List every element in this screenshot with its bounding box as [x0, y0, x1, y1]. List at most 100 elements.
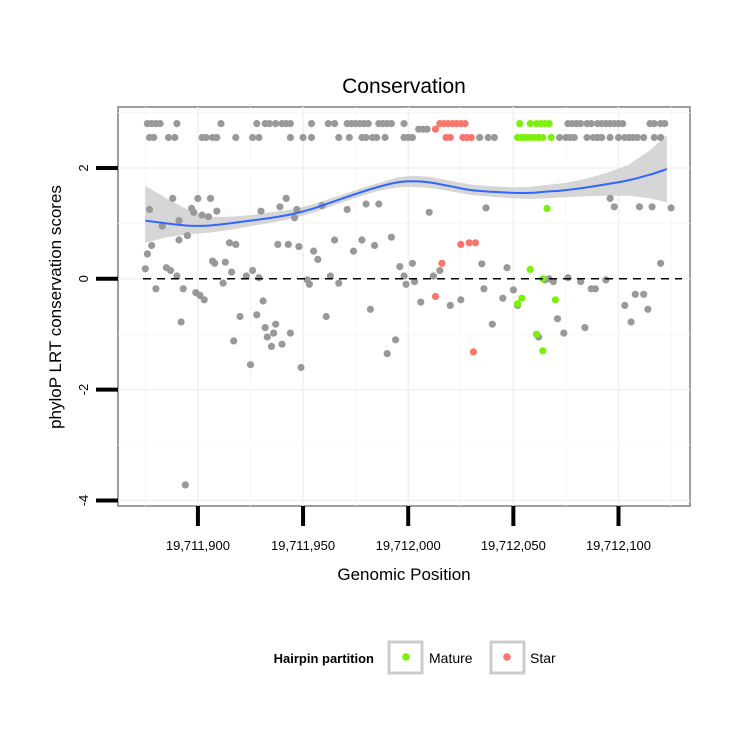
data-point-other — [145, 205, 154, 214]
confidence-ribbon — [145, 134, 667, 243]
data-point-other — [253, 120, 261, 128]
data-point-other — [375, 200, 383, 208]
data-point-other — [156, 120, 164, 128]
legend-swatch-star — [503, 653, 511, 661]
data-point-other — [564, 274, 572, 282]
data-point-other — [307, 133, 316, 142]
data-point-other — [610, 203, 618, 211]
data-point-star — [431, 125, 440, 133]
data-point-other — [446, 301, 454, 309]
data-point-other — [324, 120, 332, 128]
data-point-other — [232, 133, 240, 142]
data-point-other — [257, 207, 265, 215]
data-point-other — [648, 203, 656, 211]
data-point-other — [299, 133, 307, 142]
legend-title: Hairpin partition — [274, 651, 374, 666]
data-point-other — [200, 296, 208, 304]
data-point-other — [577, 278, 585, 286]
x-tick-label: 19,712,100 — [586, 538, 651, 553]
x-tick-label: 19,712,050 — [481, 538, 546, 553]
data-point-other — [381, 133, 389, 142]
data-point-other — [249, 266, 257, 275]
data-point-other — [204, 213, 212, 221]
data-point-other — [392, 336, 400, 344]
data-point-other — [436, 266, 444, 275]
data-point-other — [202, 133, 210, 142]
data-point-other — [282, 194, 290, 202]
legend-item-star: Star — [489, 640, 556, 675]
data-point-other — [549, 278, 557, 286]
data-point-other — [295, 243, 303, 251]
data-point-other — [242, 272, 250, 280]
data-point-other — [621, 301, 629, 309]
data-point-other — [627, 318, 635, 326]
x-tick-label: 19,711,900 — [166, 538, 230, 553]
data-point-other — [335, 279, 343, 287]
data-point-mature — [518, 294, 526, 302]
data-point-other — [570, 133, 578, 142]
data-point-mature — [551, 296, 560, 304]
data-point-other — [255, 133, 263, 142]
legend-label-mature: Mature — [429, 650, 473, 666]
data-point-other — [278, 340, 286, 348]
data-point-other — [633, 133, 642, 142]
x-axis-label: Genomic Position — [337, 565, 470, 584]
data-point-other — [490, 133, 498, 142]
data-point-other — [362, 133, 370, 142]
data-point-other — [148, 241, 156, 250]
data-point-other — [661, 120, 669, 128]
data-point-star — [471, 239, 480, 247]
data-point-other — [219, 279, 227, 287]
data-point-other — [158, 222, 166, 230]
legend-swatch-mature — [402, 653, 410, 661]
data-point-other — [181, 481, 189, 489]
data-point-other — [230, 337, 238, 345]
x-tick-label: 19,711,950 — [271, 538, 335, 553]
smooth-trend-line — [145, 168, 668, 227]
data-point-other — [274, 240, 282, 248]
data-point-other — [423, 125, 431, 133]
data-point-other — [297, 363, 305, 372]
data-point-other — [478, 260, 486, 268]
data-point-other — [167, 266, 175, 275]
data-point-other — [644, 305, 652, 313]
data-point-other — [635, 203, 644, 211]
data-point-other — [221, 258, 229, 266]
data-point-other — [246, 361, 255, 369]
data-point-other — [387, 120, 395, 128]
data-point-mature — [539, 347, 547, 355]
data-point-other — [476, 133, 484, 142]
data-point-other — [217, 120, 225, 128]
data-point-other — [408, 259, 416, 267]
data-point-other — [190, 208, 198, 216]
data-point-other — [261, 324, 269, 332]
data-point-other — [667, 204, 675, 212]
legend-item-mature: Mature — [387, 640, 473, 675]
y-tick-label: -4 — [76, 495, 91, 507]
data-point-other — [272, 120, 280, 128]
data-point-other — [253, 311, 261, 319]
data-point-other — [358, 236, 366, 244]
data-point-other — [213, 207, 221, 215]
data-point-other — [349, 247, 358, 255]
data-point-other — [335, 133, 343, 142]
data-point-other — [326, 272, 334, 280]
data-point-other — [171, 133, 179, 142]
data-point-other — [457, 296, 465, 304]
data-point-other — [173, 120, 181, 128]
data-point-other — [276, 203, 284, 211]
data-point-other — [387, 233, 395, 241]
x-tick-label: 19,712,000 — [376, 538, 441, 553]
data-point-mature — [545, 120, 553, 128]
data-point-other — [265, 120, 273, 128]
data-point-other — [484, 133, 492, 142]
data-point-other — [650, 133, 658, 142]
data-point-other — [194, 194, 202, 202]
data-point-other — [175, 236, 183, 244]
data-point-other — [305, 280, 313, 288]
data-point-other — [175, 217, 183, 225]
data-point-other — [614, 133, 623, 142]
data-point-other — [657, 133, 665, 142]
data-point-other — [183, 232, 191, 240]
data-point-other — [640, 133, 648, 142]
